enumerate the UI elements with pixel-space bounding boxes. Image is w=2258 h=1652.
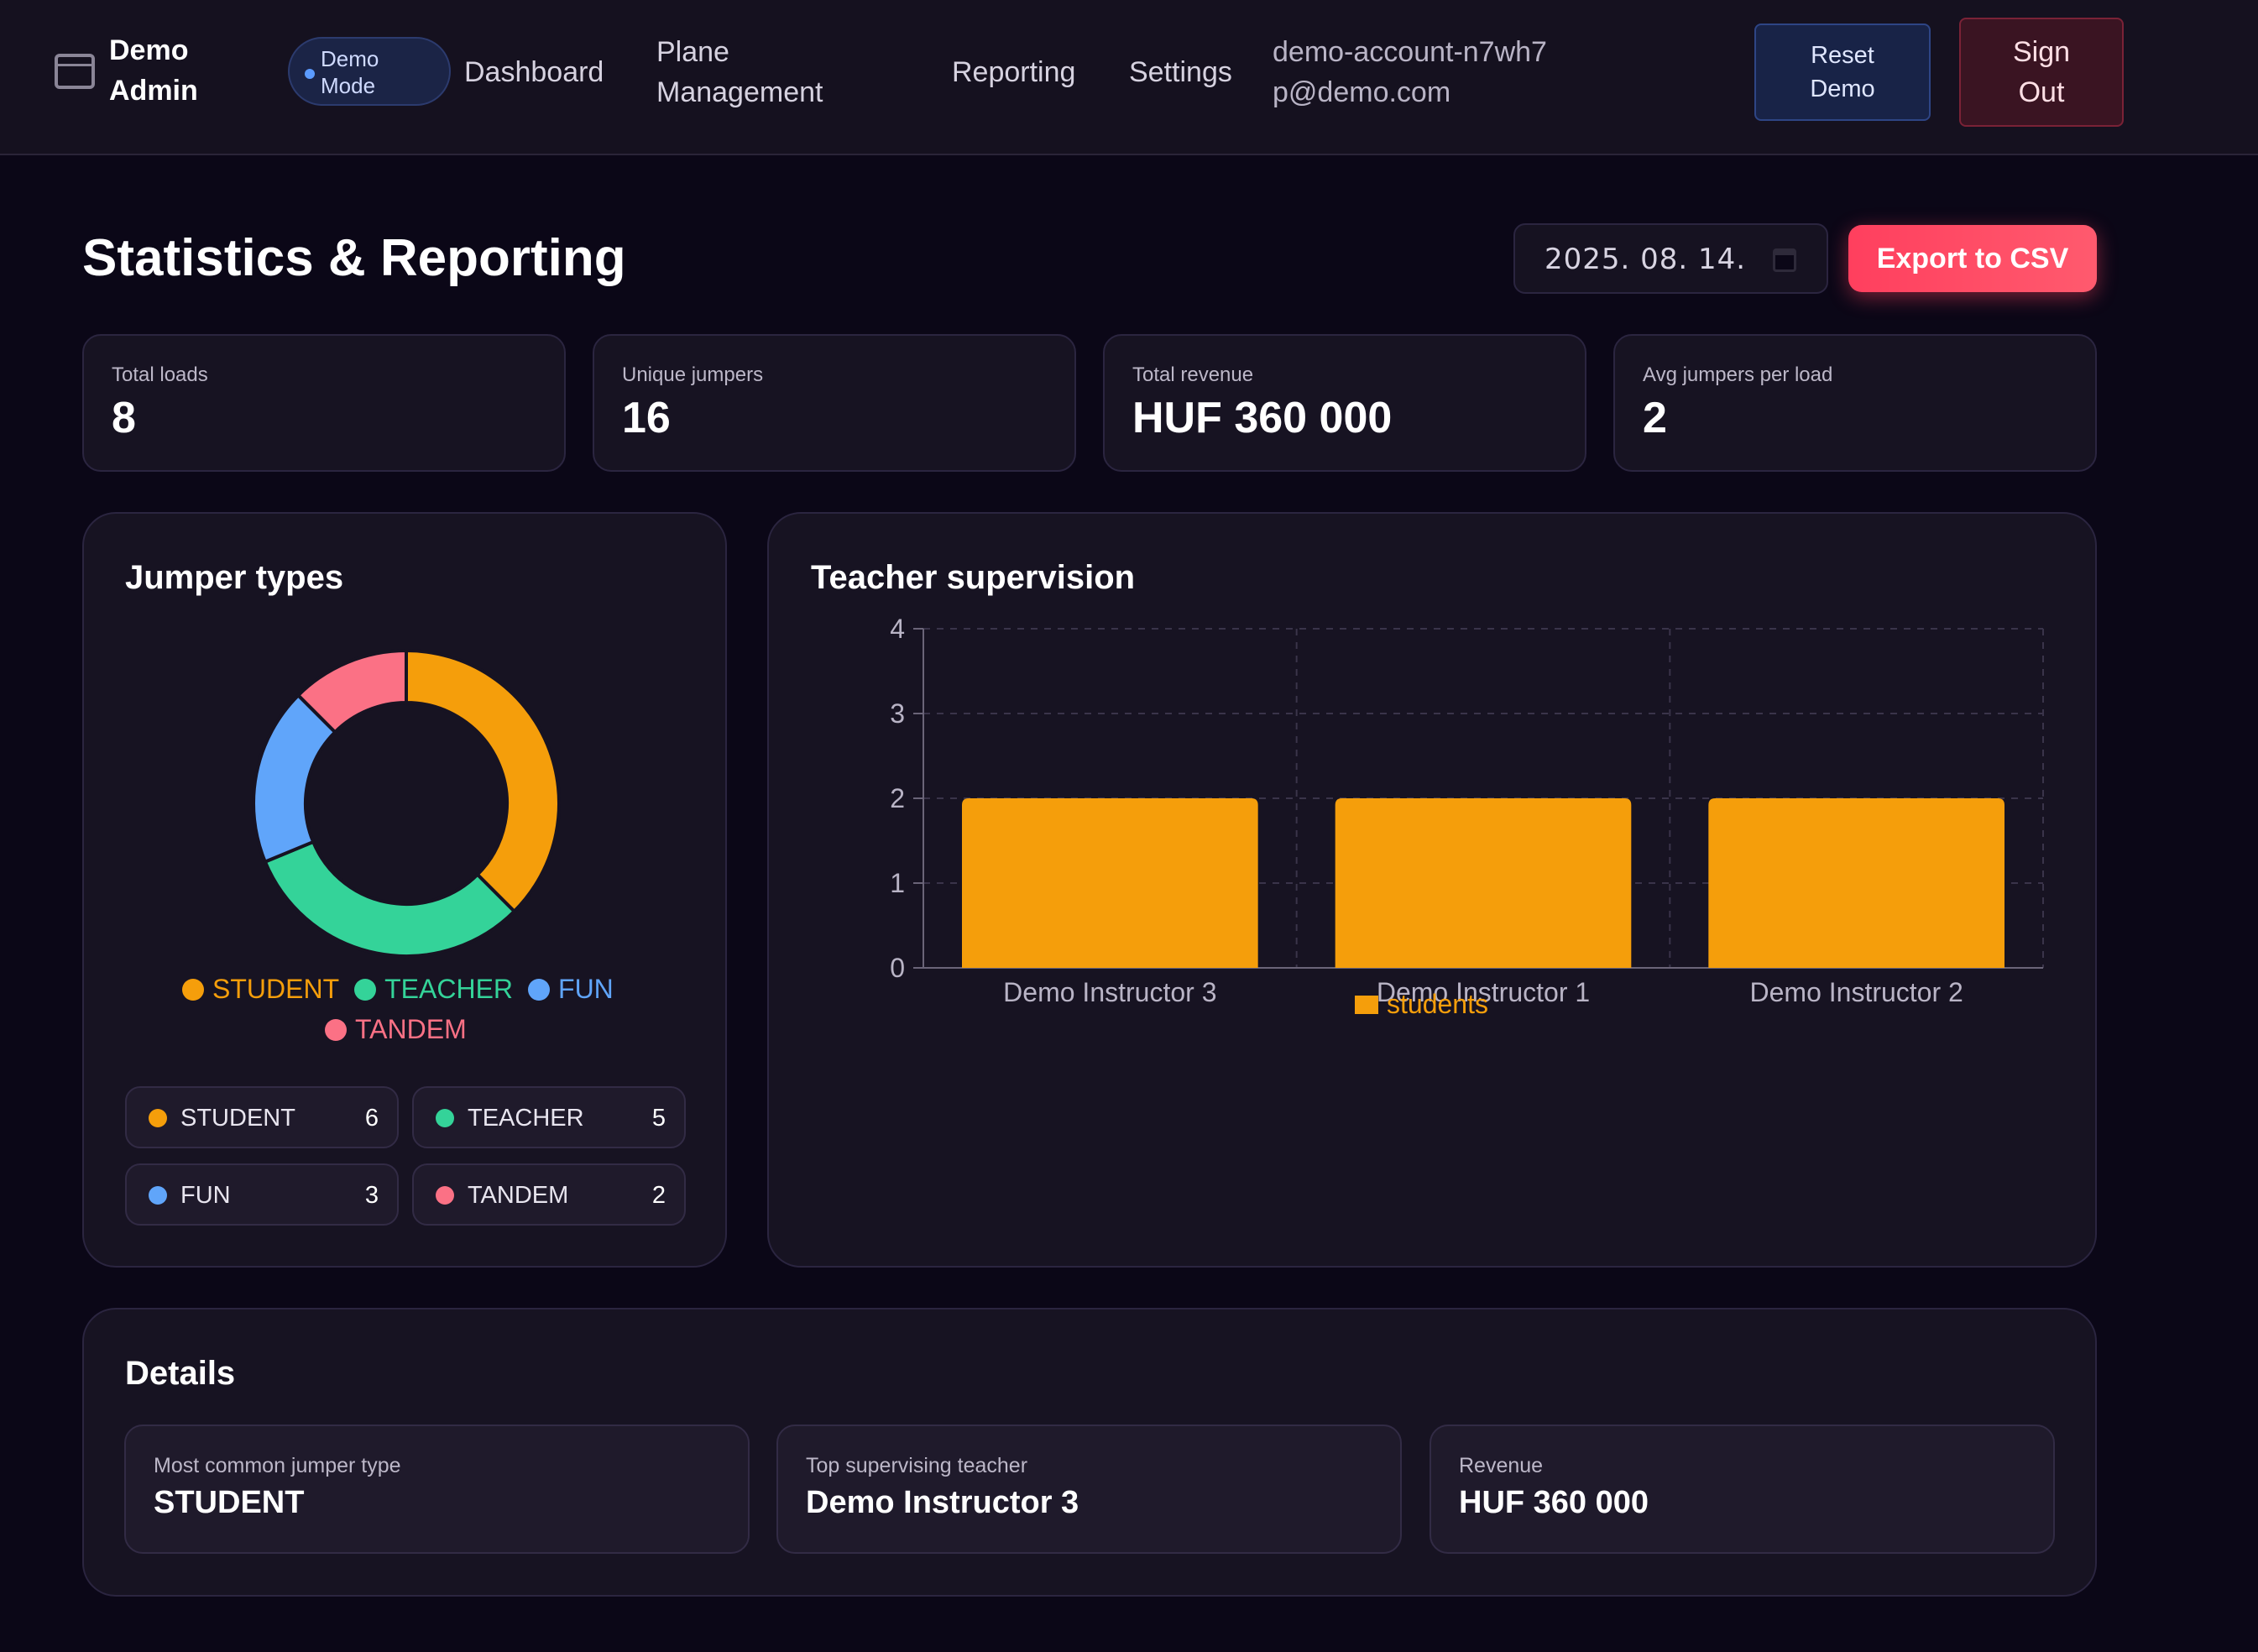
detail-card-common-type: Most common jumper type STUDENT — [124, 1425, 750, 1554]
stat-value: 2 — [1643, 394, 1667, 442]
demo-mode-badge: Demo Mode — [288, 37, 451, 106]
swatch-icon — [149, 1109, 167, 1127]
chip-count: 6 — [364, 1105, 379, 1132]
chip-name: FUN — [180, 1182, 231, 1209]
donut-legend-row-1: STUDENT TEACHER FUN — [182, 970, 629, 1007]
legend-swatch — [354, 979, 377, 1001]
chip-count: 5 — [651, 1105, 666, 1132]
detail-card-top-teacher: Top supervising teacher Demo Instructor … — [776, 1425, 1402, 1554]
x-tick-label: Demo Instructor 2 — [1750, 977, 1963, 1007]
stat-card-avg-jumpers: Avg jumpers per load 2 — [1613, 334, 2097, 472]
legend-label: TEACHER — [384, 974, 514, 1004]
nav-link-settings[interactable]: Settings — [1129, 56, 1232, 88]
date-value: 2025. 08. 14. — [1545, 243, 1747, 276]
status-dot-icon — [305, 69, 315, 79]
stat-card-total-loads: Total loads 8 — [82, 334, 566, 472]
legend-item-student[interactable]: STUDENT — [182, 970, 339, 1007]
y-tick-label: 1 — [890, 868, 905, 898]
teacher-supervision-bar-chart: 0 1 2 3 4 Demo Instructor 3 Demo Instructor 1 D… — [890, 614, 2044, 1019]
stat-value: 16 — [622, 394, 671, 442]
detail-value: HUF 360 000 — [1459, 1485, 1649, 1520]
reset-demo-button[interactable]: Reset Demo — [1754, 24, 1931, 121]
y-tick-label: 3 — [890, 698, 905, 729]
chip-name: TEACHER — [468, 1105, 584, 1132]
jumper-types-donut-chart — [252, 648, 561, 958]
detail-value: Demo Instructor 3 — [806, 1485, 1079, 1520]
y-tick-label: 4 — [890, 614, 905, 644]
chip-count: 2 — [651, 1182, 666, 1209]
stat-label: Total loads — [112, 363, 208, 386]
legend-label: FUN — [558, 974, 614, 1004]
legend-item-tandem[interactable]: TANDEM — [325, 1011, 467, 1048]
donut-slice-teacher[interactable] — [263, 839, 517, 958]
window-icon — [55, 54, 95, 89]
legend-label: STUDENT — [212, 974, 340, 1004]
jumper-type-chip-teacher: TEACHER 5 — [412, 1086, 686, 1148]
legend-item-teacher[interactable]: TEACHER — [354, 970, 513, 1007]
brand-name: Demo Admin — [109, 34, 198, 107]
nav-link-dashboard[interactable]: Dashboard — [464, 56, 604, 88]
bar-students[interactable] — [1335, 798, 1632, 968]
stat-value: HUF 360 000 — [1132, 394, 1393, 442]
detail-value: STUDENT — [154, 1485, 305, 1520]
donut-legend-row-2: TANDEM — [325, 1011, 482, 1048]
top-nav: Demo Admin Demo Mode Dashboard Plane Man… — [0, 0, 2258, 155]
nav-link-plane-management[interactable]: Plane Management — [656, 36, 823, 108]
teacher-supervision-panel: Teacher supervision 0 1 2 3 4 Demo Instructor… — [767, 512, 2097, 1268]
jumper-type-chip-fun: FUN 3 — [125, 1163, 399, 1226]
jumper-types-panel: Jumper types STUDENT TEACHER FUN TANDEM ST… — [82, 512, 727, 1268]
detail-label: Top supervising teacher — [806, 1454, 1028, 1477]
jumper-type-chip-tandem: TANDEM 2 — [412, 1163, 686, 1226]
jumper-type-chip-student: STUDENT 6 — [125, 1086, 399, 1148]
bar-students[interactable] — [1708, 798, 2004, 968]
page-title: Statistics & Reporting — [82, 229, 626, 287]
panel-title: Teacher supervision — [811, 559, 1136, 596]
donut-slice-tandem[interactable] — [295, 648, 408, 735]
stat-card-total-revenue: Total revenue HUF 360 000 — [1103, 334, 1586, 472]
x-tick-label: Demo Instructor 1 — [1377, 977, 1590, 1007]
reset-demo-label: Reset Demo — [1810, 42, 1875, 102]
date-picker-input[interactable]: 2025. 08. 14. — [1513, 223, 1828, 294]
legend-item-fun[interactable]: FUN — [528, 970, 614, 1007]
demo-mode-label: Demo Mode — [321, 46, 379, 98]
legend-label-students[interactable]: students — [1387, 989, 1488, 1019]
legend-swatch — [1355, 996, 1378, 1014]
stat-card-unique-jumpers: Unique jumpers 16 — [593, 334, 1076, 472]
detail-label: Most common jumper type — [154, 1454, 401, 1477]
detail-card-revenue: Revenue HUF 360 000 — [1430, 1425, 2055, 1554]
panel-title: Jumper types — [125, 559, 344, 596]
export-csv-button[interactable]: Export to CSV — [1848, 225, 2097, 292]
bar-students[interactable] — [962, 798, 1258, 968]
chip-count: 3 — [364, 1182, 379, 1209]
donut-slice-student[interactable] — [405, 648, 561, 914]
swatch-icon — [436, 1186, 454, 1205]
detail-label: Revenue — [1459, 1454, 1544, 1477]
chip-name: TANDEM — [468, 1182, 569, 1209]
legend-swatch — [325, 1019, 347, 1041]
account-email: demo-account-n7wh7p@demo.com — [1273, 36, 1547, 108]
y-tick-label: 0 — [890, 953, 905, 983]
panel-title: Details — [125, 1355, 236, 1392]
stat-label: Total revenue — [1132, 363, 1254, 386]
x-tick-label: Demo Instructor 3 — [1003, 977, 1216, 1007]
swatch-icon — [436, 1109, 454, 1127]
swatch-icon — [149, 1186, 167, 1205]
stat-value: 8 — [112, 394, 136, 442]
legend-swatch — [182, 979, 204, 1001]
legend-swatch — [528, 979, 551, 1001]
stat-label: Unique jumpers — [622, 363, 764, 386]
chip-name: STUDENT — [180, 1105, 295, 1132]
legend-label: TANDEM — [355, 1014, 467, 1044]
sign-out-label: Sign Out — [2012, 36, 2071, 108]
nav-link-reporting[interactable]: Reporting — [952, 56, 1076, 88]
calendar-icon[interactable] — [1773, 248, 1796, 272]
y-tick-label: 2 — [890, 783, 905, 813]
sign-out-button[interactable]: Sign Out — [1959, 18, 2124, 127]
stat-label: Avg jumpers per load — [1643, 363, 1833, 386]
